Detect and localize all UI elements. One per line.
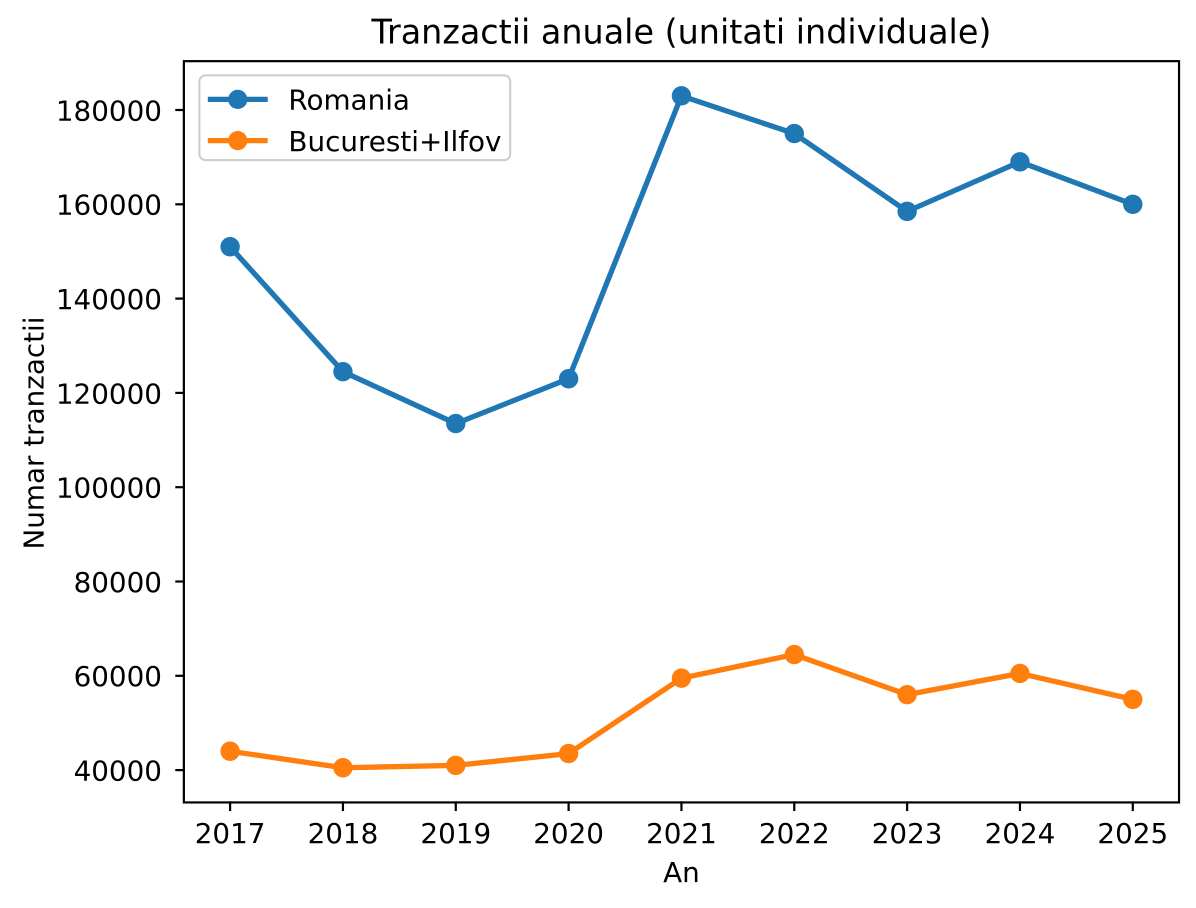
y-tick-label: 160000: [56, 189, 162, 222]
chart-title: Tranzactii anuale (unitati individuale): [370, 12, 991, 51]
data-point-bucuresti-ilfov-2022: [784, 644, 804, 665]
y-tick-label: 60000: [74, 660, 162, 693]
y-tick-label: 140000: [56, 283, 162, 316]
x-tick-label: 2023: [872, 817, 943, 850]
x-tick-label: 2024: [985, 817, 1056, 850]
data-point-romania-2025: [1123, 194, 1143, 214]
x-tick-label: 2017: [195, 817, 266, 850]
y-axis-label: Numar tranzactii: [18, 316, 51, 549]
y-tick-label: 80000: [74, 566, 162, 599]
data-point-bucuresti-ilfov-2017: [220, 741, 240, 761]
x-tick-label: 2020: [533, 817, 604, 850]
y-tick-label: 120000: [56, 377, 162, 410]
legend-marker-bucuresti-ilfov-icon: [228, 131, 248, 151]
y-tick-label: 180000: [56, 94, 162, 127]
data-point-bucuresti-ilfov-2025: [1123, 689, 1143, 710]
legend-label-bucuresti-ilfov: Bucuresti+Ilfov: [288, 125, 501, 158]
data-point-bucuresti-ilfov-2021: [671, 668, 692, 688]
data-point-romania-2020: [558, 369, 579, 389]
x-axis-ticks: 2017 2018 2019 2020 2021 2022 2023 2024 2025: [195, 801, 1168, 850]
plot-area: [184, 62, 1178, 802]
legend-box: [198, 74, 512, 162]
data-point-bucuresti-ilfov-2024: [1010, 663, 1030, 684]
x-axis-label: An: [663, 856, 700, 889]
data-point-romania-2021: [671, 86, 692, 106]
y-tick-label: 100000: [56, 472, 162, 505]
data-series: [220, 86, 1143, 778]
data-point-romania-2017: [220, 237, 240, 257]
x-tick-label: 2019: [420, 817, 491, 850]
data-point-bucuresti-ilfov-2023: [897, 684, 917, 705]
data-point-bucuresti-ilfov-2018: [333, 758, 353, 778]
axes-spines: [182, 60, 1181, 804]
x-tick-label: 2018: [308, 817, 379, 850]
x-tick-label: 2021: [646, 817, 717, 850]
y-axis-ticks: 40000 60000 80000 100000 120000 140000 160000 1…: [56, 94, 185, 788]
data-point-bucuresti-ilfov-2020: [558, 743, 579, 764]
data-point-romania-2023: [897, 201, 917, 222]
data-point-romania-2018: [333, 361, 353, 382]
data-point-romania-2024: [1010, 152, 1030, 172]
y-tick-label: 40000: [74, 755, 162, 788]
legend-marker-romania-icon: [228, 89, 248, 109]
x-tick-label: 2025: [1097, 817, 1168, 850]
data-point-romania-2022: [784, 123, 804, 144]
data-point-bucuresti-ilfov-2019: [446, 755, 466, 776]
axes-frame: [182, 60, 1181, 804]
data-point-romania-2019: [446, 413, 466, 434]
x-tick-label: 2022: [759, 817, 830, 850]
legend-label-romania: Romania: [288, 84, 410, 117]
legend: Romania Bucuresti+Ilfov: [198, 74, 512, 162]
